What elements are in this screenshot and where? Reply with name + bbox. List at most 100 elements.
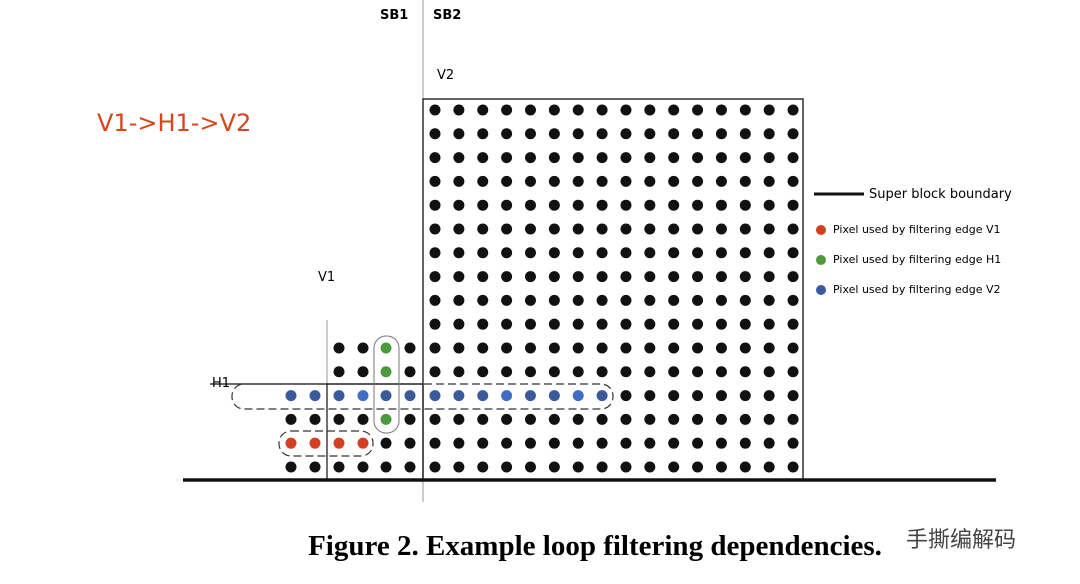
pixel <box>453 104 465 116</box>
pixel <box>787 223 799 235</box>
pixel <box>763 223 775 235</box>
pixel <box>620 175 632 187</box>
legend-markers <box>816 225 826 295</box>
pixel-v2 <box>285 390 297 402</box>
pixel <box>715 175 727 187</box>
pixel <box>715 461 727 473</box>
pixel-v2 <box>429 390 441 402</box>
pixel <box>572 318 584 330</box>
pixel <box>477 199 489 211</box>
pixel <box>715 413 727 425</box>
pixel <box>524 128 536 140</box>
pixel <box>787 152 799 164</box>
pixel <box>620 294 632 306</box>
pixel <box>501 318 513 330</box>
pixel <box>644 413 656 425</box>
pixel <box>548 128 560 140</box>
pixel <box>357 461 369 473</box>
pixel <box>524 342 536 354</box>
pixel <box>453 128 465 140</box>
pixel <box>763 152 775 164</box>
pixel <box>453 223 465 235</box>
pixel <box>787 175 799 187</box>
pixel <box>572 104 584 116</box>
pixel <box>333 366 345 378</box>
pixel <box>787 247 799 259</box>
pixel <box>404 366 416 378</box>
legend-marker-h1 <box>816 255 826 265</box>
pixel <box>668 199 680 211</box>
pixel-v2 <box>501 390 513 402</box>
pixel <box>692 461 704 473</box>
pixel <box>548 175 560 187</box>
pixel <box>453 437 465 449</box>
pixel <box>739 223 751 235</box>
pixel <box>763 461 775 473</box>
pixel <box>548 271 560 283</box>
pixel <box>596 223 608 235</box>
pixel <box>692 318 704 330</box>
pixel <box>429 247 441 259</box>
pixel <box>739 152 751 164</box>
pixel <box>477 437 489 449</box>
pixel <box>548 104 560 116</box>
pixel <box>644 128 656 140</box>
pixel <box>596 152 608 164</box>
pixel <box>548 247 560 259</box>
pixel <box>620 199 632 211</box>
pixel <box>715 247 727 259</box>
pixel-h1 <box>380 342 392 354</box>
pixel <box>692 366 704 378</box>
pixel <box>715 342 727 354</box>
pixel <box>620 342 632 354</box>
pixel <box>596 366 608 378</box>
pixel <box>477 461 489 473</box>
pixel <box>620 128 632 140</box>
pixel <box>596 271 608 283</box>
pixel <box>644 390 656 402</box>
pixel <box>668 413 680 425</box>
pixel <box>739 175 751 187</box>
pixel <box>357 342 369 354</box>
pixel <box>524 271 536 283</box>
pixel <box>477 223 489 235</box>
pixel <box>524 461 536 473</box>
pixel <box>596 413 608 425</box>
pixel <box>429 342 441 354</box>
pixel <box>596 294 608 306</box>
order-label: V1->H1->V2 <box>97 109 252 137</box>
pixel <box>644 247 656 259</box>
pixel <box>620 437 632 449</box>
pixel <box>668 104 680 116</box>
pixel <box>453 175 465 187</box>
pixel <box>453 342 465 354</box>
pixel <box>501 413 513 425</box>
pixel <box>501 128 513 140</box>
pixel <box>333 461 345 473</box>
pixel-v1 <box>309 437 321 449</box>
pixel <box>763 294 775 306</box>
pixel <box>572 294 584 306</box>
pixel <box>429 366 441 378</box>
pixel <box>429 318 441 330</box>
pixel <box>692 271 704 283</box>
pixel <box>620 461 632 473</box>
pixel <box>429 294 441 306</box>
pixel <box>620 390 632 402</box>
pixel <box>572 437 584 449</box>
pixel <box>524 247 536 259</box>
label-v1: V1 <box>318 270 336 285</box>
pixel <box>524 104 536 116</box>
pixel <box>739 247 751 259</box>
pixel <box>548 413 560 425</box>
pixel <box>715 223 727 235</box>
pixel <box>477 294 489 306</box>
pixel <box>596 199 608 211</box>
legend-item-h1: Pixel used by filtering edge H1 <box>833 253 1002 266</box>
pixel <box>763 413 775 425</box>
pixel-v1 <box>357 437 369 449</box>
pixel <box>668 152 680 164</box>
pixel <box>644 437 656 449</box>
pixel <box>644 342 656 354</box>
